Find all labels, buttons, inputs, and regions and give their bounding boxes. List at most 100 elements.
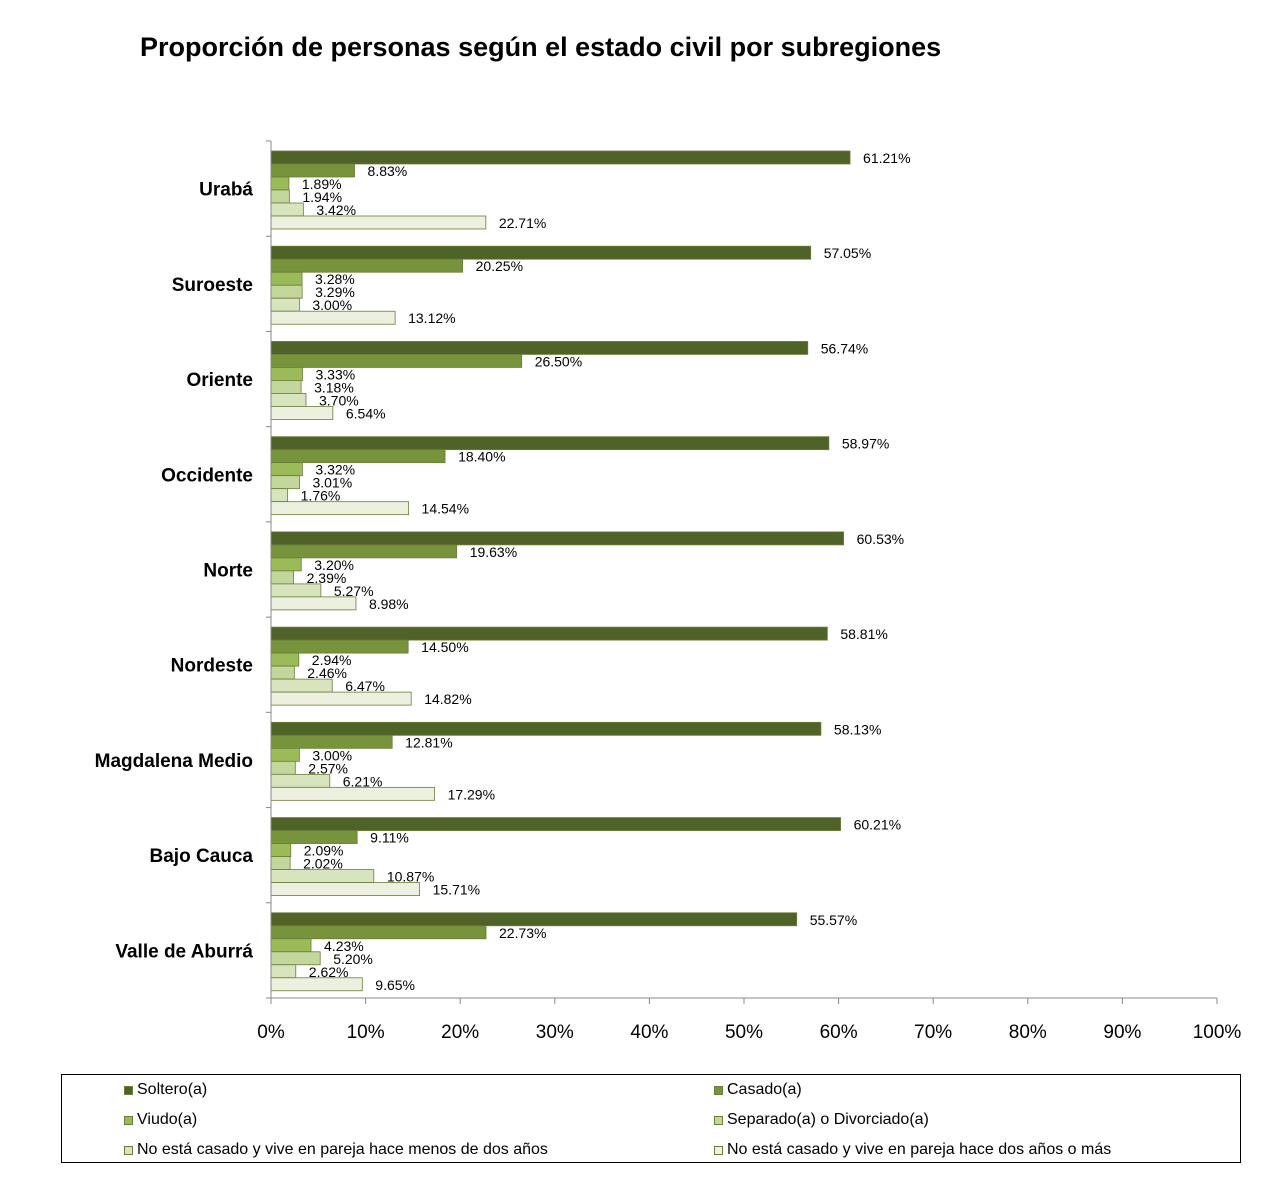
bar [270,817,841,831]
bar [270,406,334,420]
category-label: Valle de Aburrá [115,941,253,962]
data-label: 6.54% [346,405,386,421]
data-label: 3.29% [315,284,355,300]
x-tick-label: 70% [914,1022,952,1043]
data-label: 2.94% [312,652,352,668]
bar [270,284,303,299]
bar [270,925,487,940]
bar [270,245,812,260]
bar [270,678,333,693]
data-label: 6.47% [345,678,385,694]
bar [270,786,435,801]
legend-item: Separado(a) o Divorciado(a) [714,1111,929,1129]
legend-item: No está casado y vive en pareja hace dos… [714,1141,1111,1159]
x-tick-label: 50% [725,1022,763,1043]
data-label: 60.21% [854,817,901,833]
bar [270,882,421,896]
bar [270,964,297,979]
legend-swatch [714,1115,723,1125]
category-label: Nordeste [171,656,253,677]
bar [270,380,302,394]
bar [270,462,303,477]
data-label: 61.21% [863,150,910,166]
bar [270,531,845,546]
bar [270,544,458,559]
bar [270,488,289,503]
data-label: 5.20% [333,951,373,967]
bar [270,721,822,736]
bar [270,760,296,775]
bar [270,583,322,598]
data-label: 19.63% [470,544,517,560]
x-tick-label: 0% [257,1022,285,1043]
bar [270,691,412,706]
legend-swatch [124,1085,133,1095]
bar [270,869,375,883]
bar [270,475,300,490]
bar [270,271,303,286]
bar [270,665,295,680]
data-label: 58.13% [834,721,881,737]
data-label: 3.42% [316,202,356,218]
data-label: 1.94% [302,189,342,205]
bar [270,258,463,273]
data-label: 10.87% [387,869,434,885]
bar [270,977,363,992]
bar [270,843,292,857]
x-tick-label: 20% [441,1022,479,1043]
data-label: 15.71% [433,882,480,898]
bar [270,773,331,788]
data-label: 20.25% [476,258,523,274]
data-label: 2.02% [303,856,343,872]
data-label: 26.50% [535,353,582,369]
data-label: 3.20% [314,557,354,573]
data-label: 4.23% [324,938,364,954]
data-label: 3.18% [314,379,354,395]
data-label: 56.74% [821,340,868,356]
data-label: 17.29% [448,786,495,802]
bar [270,297,300,312]
bar [270,570,295,585]
x-tick-label: 90% [1103,1022,1141,1043]
data-label: 5.27% [334,583,374,599]
data-label: 14.50% [421,639,468,655]
category-label: Magdalena Medio [95,751,253,772]
legend-label: Viudo(a) [137,1111,198,1128]
x-tick-label: 60% [820,1022,858,1043]
data-label: 9.11% [370,830,409,846]
chart-title: Proporción de personas según el estado c… [140,32,942,62]
legend-swatch [714,1085,723,1095]
legend-item: No está casado y vive en pareja hace men… [124,1141,548,1159]
category-label: Suroeste [172,275,253,296]
data-label: 3.00% [312,747,352,763]
data-label: 8.98% [369,596,409,612]
bar [270,856,291,870]
bar [270,501,409,516]
bar [270,596,357,611]
data-label: 2.39% [307,570,347,586]
legend-label: Soltero(a) [137,1081,208,1098]
legend-swatch [714,1145,723,1155]
legend-label: Separado(a) o Divorciado(a) [727,1111,929,1128]
legend-item: Viudo(a) [124,1111,197,1129]
data-label: 18.40% [458,449,505,465]
legend: Soltero(a) Casado(a) Viudo(a) Separado(a) o… [61,1074,1241,1163]
bar [270,150,851,165]
bar [270,354,523,368]
data-label: 6.21% [343,773,383,789]
data-label: 22.73% [499,925,546,941]
data-label: 58.81% [840,626,887,642]
bar [270,436,830,451]
x-tick-label: 80% [1009,1022,1047,1043]
bar [270,393,307,407]
legend-label: Casado(a) [727,1081,802,1098]
bar [270,189,290,204]
category-label: Oriente [186,370,253,391]
x-tick-label: 100% [1193,1022,1242,1043]
category-label: Bajo Cauca [150,846,254,867]
data-label: 55.57% [810,912,857,928]
bar [270,747,300,762]
legend-label: No está casado y vive en pareja hace dos… [727,1141,1112,1158]
bar [270,652,300,667]
data-label: 22.71% [499,215,546,231]
